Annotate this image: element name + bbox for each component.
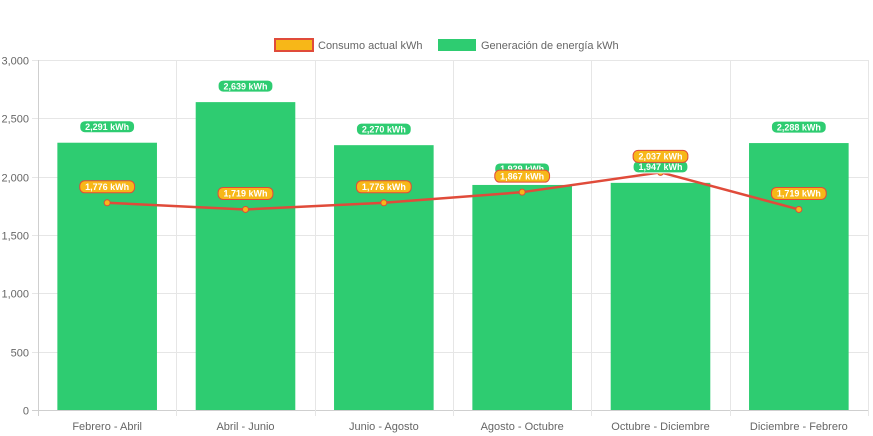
bar <box>195 102 296 410</box>
line-data-label-bg <box>770 186 827 200</box>
x-tick-label: Diciembre - Febrero <box>750 421 848 433</box>
legend-swatch <box>274 38 314 52</box>
legend-item: Consumo actual kWh <box>274 38 423 52</box>
x-tick-label: Agosto - Octubre <box>481 421 564 433</box>
legend-label: Consumo actual kWh <box>318 40 423 52</box>
bar-data-label-text: 2,291 kWh <box>85 122 129 132</box>
y-tick-label: 1,000 <box>1 289 29 301</box>
bar <box>610 182 711 410</box>
line-data-label-text: 1,776 kWh <box>85 182 129 192</box>
y-tick-label: 2,000 <box>1 173 29 185</box>
line-data-label: 1,719 kWh <box>770 186 827 200</box>
bar-data-label: 2,291 kWh <box>79 120 136 134</box>
line-point <box>795 205 803 213</box>
bar <box>749 143 849 411</box>
bar-data-label: 1,947 kWh <box>632 160 689 174</box>
line-point <box>103 199 111 207</box>
line-data-label-text: 1,719 kWh <box>777 189 821 199</box>
line-data-label-bg <box>632 149 689 163</box>
bar-data-label-bg <box>355 122 412 136</box>
bar-data-label-text: 2,288 kWh <box>777 122 821 132</box>
line-data-label: 1,776 kWh <box>79 180 136 194</box>
line-data-label-bg <box>217 186 274 200</box>
line-data-label: 1,776 kWh <box>355 180 412 194</box>
x-tick-label: Abril - Junio <box>216 421 274 433</box>
line-data-label-text: 1,867 kWh <box>500 171 544 181</box>
y-tick-label: 0 <box>23 406 29 418</box>
axes: 0 500 1,000 1,500 2,000 2,500 3,000 Febrero - A… <box>1 56 847 434</box>
line-point <box>242 205 249 213</box>
bar <box>472 184 572 410</box>
legend: Consumo actual kWh Generación de energía … <box>274 38 619 52</box>
y-tick-label: 2,500 <box>1 114 29 126</box>
bar-data-label-text: 1,929 kWh <box>500 164 544 174</box>
grid <box>32 60 869 416</box>
bar-data-label-bg <box>217 79 274 93</box>
bar-data-label-text: 2,270 kWh <box>362 124 406 134</box>
line-data-label: 1,867 kWh <box>494 169 551 183</box>
bar-data-label-text: 1,947 kWh <box>638 162 682 172</box>
line-data-label-bg <box>79 180 136 194</box>
line-data-label-text: 1,719 kWh <box>223 189 267 199</box>
x-tick-label: Febrero - Abril <box>72 421 142 433</box>
bar-data-label: 2,270 kWh <box>355 122 412 136</box>
line-data-label-bg <box>355 180 412 194</box>
y-tick-label: 3,000 <box>1 56 29 68</box>
legend-label: Generación de energía kWh <box>481 40 619 52</box>
line-point <box>380 199 388 207</box>
legend-swatch <box>438 39 476 51</box>
line-data-label-bg <box>494 169 551 183</box>
x-tick-label: Junio - Agosto <box>349 421 419 433</box>
bar-data-label: 2,639 kWh <box>217 79 274 93</box>
line-series-path <box>107 171 800 211</box>
line-point <box>518 188 526 196</box>
legend-item: Generación de energía kWh <box>438 39 619 52</box>
bar-data-label-bg <box>770 120 827 134</box>
line-data-label: 1,719 kWh <box>217 186 274 200</box>
line-series <box>103 168 803 213</box>
x-tick-label: Octubre - Diciembre <box>611 421 709 433</box>
y-tick-label: 500 <box>11 348 29 360</box>
line-data-label: 2,037 kWh <box>632 149 689 163</box>
line-data-label-text: 2,037 kWh <box>638 152 682 162</box>
bar-data-label-text: 2,639 kWh <box>223 81 267 91</box>
y-tick-label: 1,500 <box>1 231 29 243</box>
bar-data-label-bg <box>79 120 136 134</box>
bar-data-label: 2,288 kWh <box>770 120 827 134</box>
line-data-label-text: 1,776 kWh <box>362 182 406 192</box>
data-labels: 2,291 kWh 2,639 kWh 2,270 kWh 1,929 kWh 1,94… <box>79 79 827 200</box>
